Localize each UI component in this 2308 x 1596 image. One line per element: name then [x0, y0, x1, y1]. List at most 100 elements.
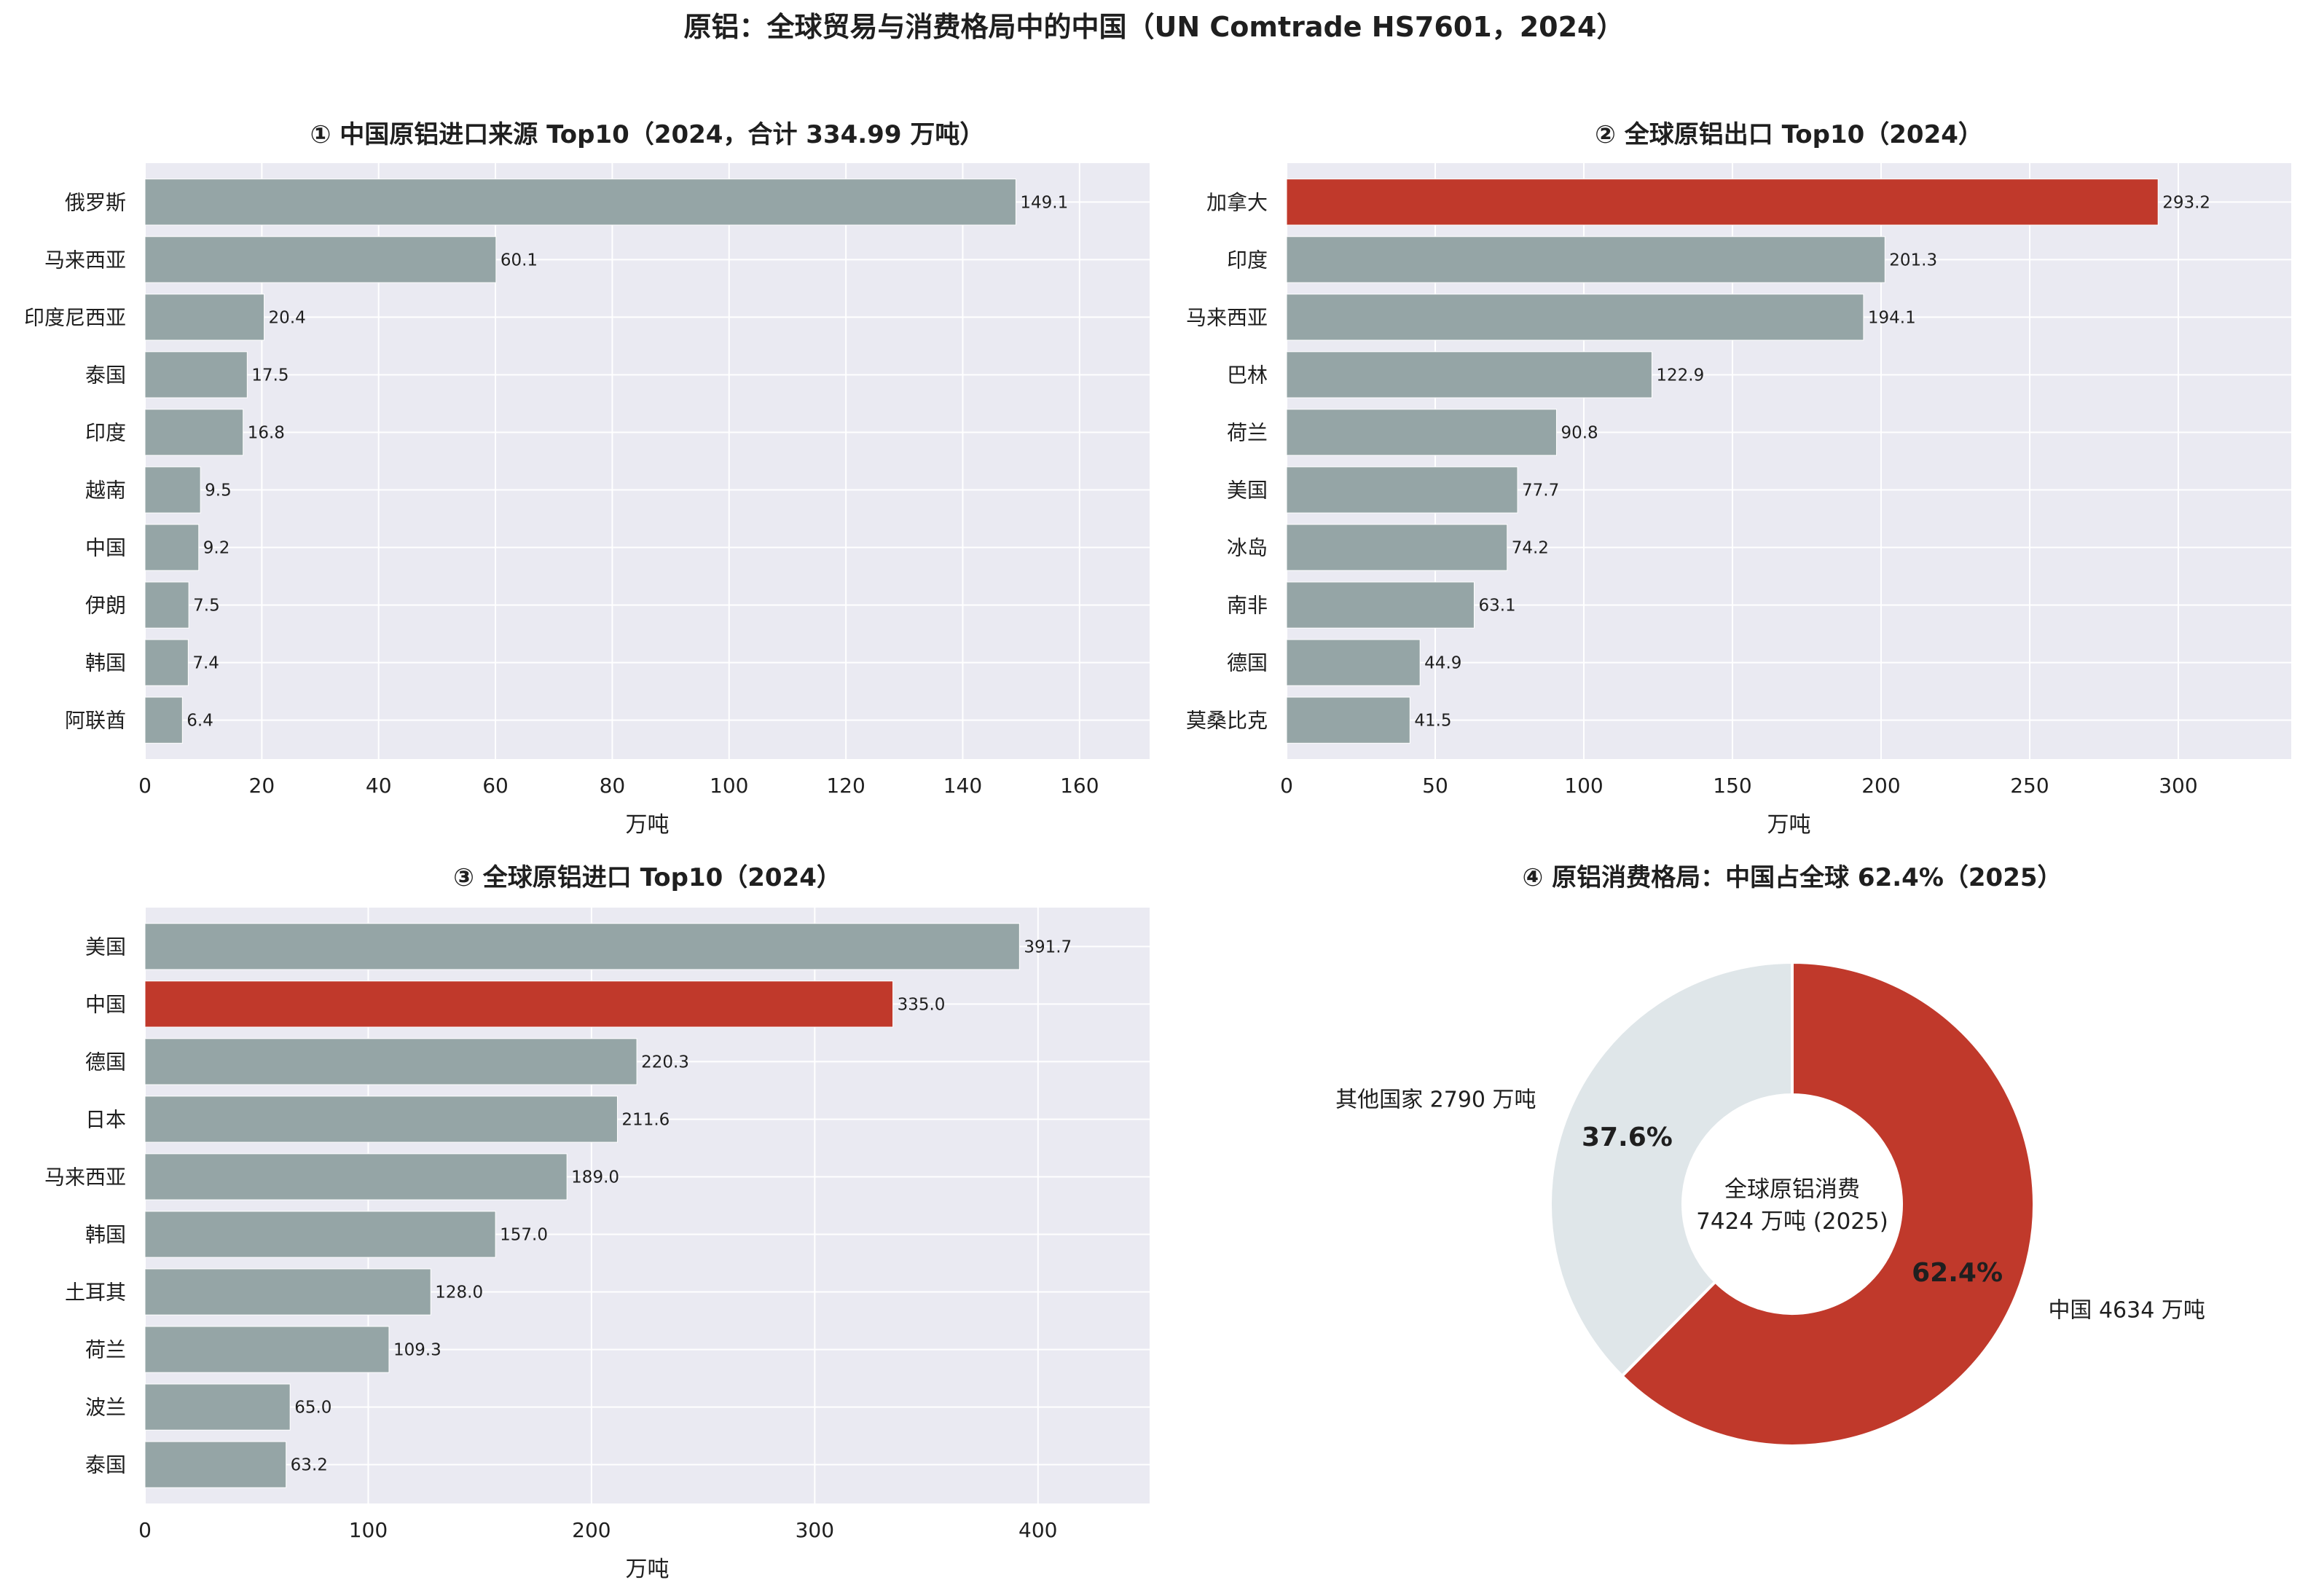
data-label: 77.7: [1522, 481, 1559, 500]
x-tick-label: 80: [600, 774, 626, 798]
chart-title: ③ 全球原铝进口 Top10（2024）: [453, 863, 841, 892]
data-label: 335.0: [898, 995, 946, 1014]
x-tick-label: 250: [2010, 774, 2049, 798]
y-tick-label: 马来西亚: [44, 1165, 126, 1189]
bar-5: [144, 1153, 568, 1200]
donut-chart: ④ 原铝消费格局：中国占全球 62.4%（2025） 62.4% 中国 4634 万…: [1335, 863, 2205, 1447]
bar-1: [1286, 178, 2159, 226]
slice-pct-label: 37.6%: [1582, 1123, 1673, 1152]
y-tick-label: 土耳其: [65, 1281, 126, 1305]
data-label: 7.5: [193, 597, 220, 616]
y-tick-label: 德国: [85, 1050, 126, 1074]
x-tick-label: 0: [138, 1518, 152, 1542]
data-label: 63.2: [291, 1456, 328, 1475]
bar-2: [144, 980, 894, 1028]
y-tick-label: 莫桑比克: [1186, 709, 1268, 733]
data-label: 17.5: [251, 366, 288, 385]
x-tick-label: 140: [943, 774, 982, 798]
bar-9: [144, 639, 189, 686]
chart-title: ② 全球原铝出口 Top10（2024）: [1595, 120, 1983, 149]
bar-7: [144, 1268, 431, 1316]
y-tick-label: 波兰: [85, 1396, 126, 1420]
chart-title: ① 中国原铝进口来源 Top10（2024，合计 334.99 万吨）: [310, 120, 985, 149]
bar-8: [144, 581, 189, 629]
bar-1: [144, 178, 1016, 226]
data-label: 9.5: [205, 481, 232, 500]
data-label: 211.6: [621, 1110, 670, 1129]
x-tick-label: 100: [349, 1518, 388, 1542]
x-tick-label: 20: [249, 774, 275, 798]
y-tick-label: 泰国: [85, 363, 126, 387]
x-tick-label: 50: [1422, 774, 1448, 798]
y-tick-label: 印度尼西亚: [24, 305, 126, 329]
y-tick-label: 中国: [85, 992, 126, 1016]
y-tick-label: 马来西亚: [1186, 305, 1268, 329]
y-tick-label: 印度: [1227, 248, 1268, 272]
y-tick-label: 阿联酋: [65, 709, 126, 733]
bar-chart-1: 149.1 俄罗斯 60.1 马来西亚 20.4 印度尼西亚 17.5 泰国 16.8 印度 9.5…: [24, 120, 1150, 838]
bar-chart-3: 391.7 美国 335.0 中国 220.3 德国 211.6 日本 189.0 马来西亚 157…: [44, 863, 1150, 1582]
donut-center-text: 全球原铝消费: [1724, 1176, 1860, 1203]
bar-5: [144, 409, 244, 456]
bar-10: [1286, 696, 1410, 744]
x-axis-label: 万吨: [1767, 812, 1811, 838]
bar-3: [144, 1038, 637, 1085]
figure-title: 原铝：全球贸易与消费格局中的中国（UN Comtrade HS7601，2024…: [684, 11, 1625, 43]
x-tick-label: 300: [2159, 774, 2197, 798]
y-tick-label: 加拿大: [1206, 190, 1268, 214]
bar-chart-2: 293.2 加拿大 201.3 印度 194.1 马来西亚 122.9 巴林 90.8 荷兰 77.…: [1186, 120, 2291, 838]
data-label: 74.2: [1512, 539, 1549, 558]
x-tick-label: 0: [138, 774, 152, 798]
x-axis-label: 万吨: [626, 1557, 670, 1582]
x-tick-label: 300: [796, 1518, 834, 1542]
data-label: 9.2: [203, 539, 230, 558]
data-label: 44.9: [1424, 654, 1461, 673]
x-tick-label: 200: [572, 1518, 611, 1542]
data-label: 6.4: [187, 712, 213, 731]
y-tick-label: 日本: [85, 1107, 126, 1131]
x-tick-label: 100: [710, 774, 748, 798]
bar-4: [144, 1096, 618, 1143]
y-tick-label: 伊朗: [85, 594, 126, 618]
bar-10: [144, 696, 183, 744]
bar-1: [144, 923, 1020, 970]
y-tick-label: 俄罗斯: [65, 190, 126, 214]
x-axis-label: 万吨: [626, 812, 670, 838]
y-tick-label: 泰国: [85, 1453, 126, 1477]
y-tick-label: 印度: [85, 420, 126, 444]
x-tick-label: 0: [1280, 774, 1293, 798]
data-label: 65.0: [294, 1399, 331, 1418]
bar-10: [144, 1441, 287, 1488]
data-label: 220.3: [641, 1053, 689, 1072]
bar-2: [1286, 236, 1885, 283]
data-label: 122.9: [1656, 366, 1704, 385]
x-tick-label: 150: [1713, 774, 1751, 798]
y-tick-label: 韩国: [85, 651, 126, 675]
data-label: 16.8: [248, 423, 285, 442]
bar-9: [144, 1383, 291, 1431]
y-tick-label: 南非: [1227, 594, 1268, 618]
x-tick-label: 100: [1564, 774, 1603, 798]
bar-7: [144, 524, 200, 571]
y-tick-label: 美国: [1227, 479, 1268, 503]
data-label: 20.4: [269, 308, 306, 327]
bar-3: [1286, 294, 1864, 341]
chart-title: ④ 原铝消费格局：中国占全球 62.4%（2025）: [1522, 863, 2062, 892]
y-tick-label: 巴林: [1227, 363, 1268, 387]
data-label: 201.3: [1889, 251, 1937, 270]
y-tick-label: 美国: [85, 935, 126, 959]
bar-5: [1286, 409, 1557, 456]
bar-8: [1286, 581, 1475, 629]
y-tick-label: 越南: [85, 479, 126, 503]
y-tick-label: 冰岛: [1227, 536, 1268, 560]
y-tick-label: 荷兰: [1227, 420, 1268, 444]
data-label: 293.2: [2162, 193, 2210, 212]
slice-pct-label: 62.4%: [1912, 1258, 2003, 1288]
bar-3: [144, 294, 265, 341]
data-label: 194.1: [1868, 308, 1916, 327]
y-tick-label: 德国: [1227, 651, 1268, 675]
bar-9: [1286, 639, 1421, 686]
data-label: 157.0: [500, 1226, 548, 1245]
